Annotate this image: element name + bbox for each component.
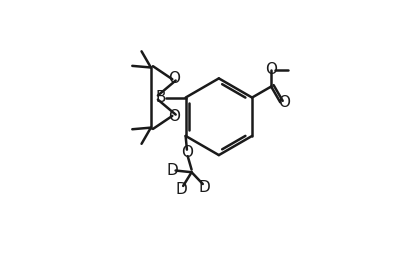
- Text: D: D: [166, 163, 178, 178]
- Text: O: O: [181, 145, 193, 160]
- Text: D: D: [198, 180, 210, 195]
- Text: O: O: [168, 71, 180, 86]
- Text: B: B: [156, 90, 166, 105]
- Text: O: O: [265, 62, 277, 77]
- Text: O: O: [278, 95, 290, 110]
- Text: D: D: [176, 182, 188, 196]
- Text: O: O: [168, 109, 180, 124]
